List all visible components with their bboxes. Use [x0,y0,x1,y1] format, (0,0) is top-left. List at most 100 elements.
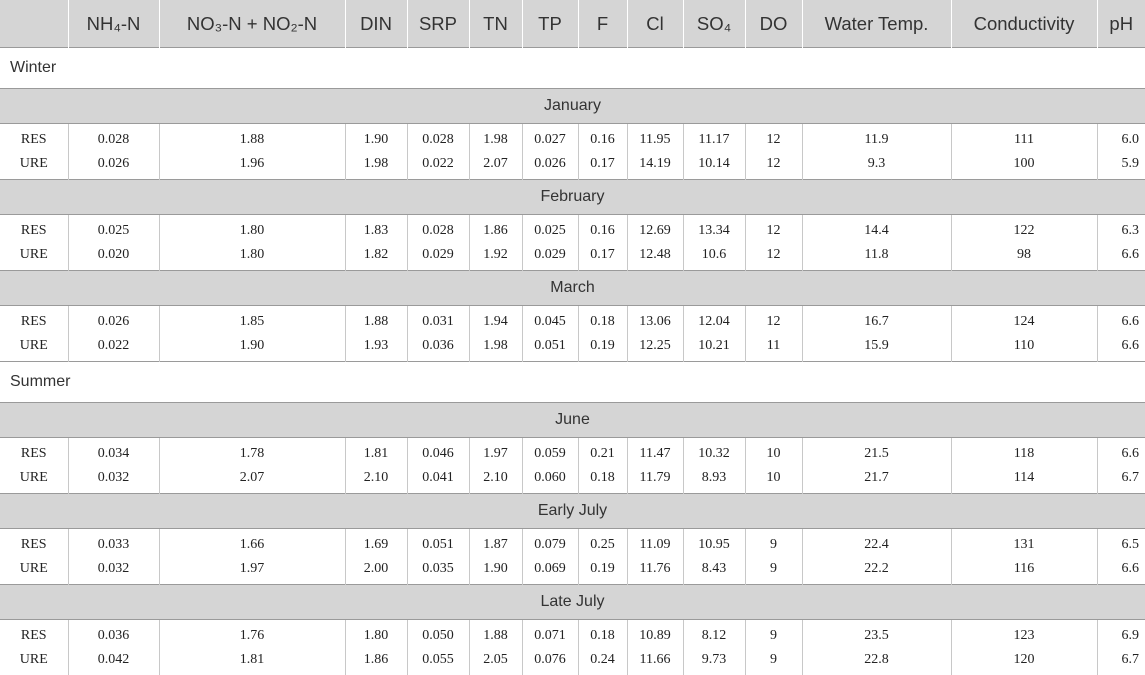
f-cell: 0.17 [578,152,627,180]
srp-cell: 0.041 [407,466,469,494]
din-cell: 1.86 [345,648,407,675]
srp-cell: 0.051 [407,529,469,558]
f-cell: 0.24 [578,648,627,675]
do-cell: 12 [745,124,802,153]
no3-no2-n-cell: 1.96 [159,152,345,180]
ph-header: pH [1097,0,1145,48]
cl-cell: 13.06 [627,306,683,335]
ph-cell: 6.6 [1097,334,1145,362]
tp-cell: 0.026 [522,152,578,180]
do-cell: 11 [745,334,802,362]
month-label: March [0,271,1145,306]
din-cell: 1.88 [345,306,407,335]
water-temp-cell: 15.9 [802,334,951,362]
cl-header: Cl [627,0,683,48]
nh4-n-cell: 0.033 [68,529,159,558]
tp-cell: 0.079 [522,529,578,558]
no3-no2-n-cell: 1.78 [159,438,345,467]
tp-header: TP [522,0,578,48]
season-row: Winter [0,48,1145,89]
site-cell: URE [0,648,68,675]
water-temp-cell: 21.5 [802,438,951,467]
f-cell: 0.18 [578,306,627,335]
conductivity-cell: 111 [951,124,1097,153]
so4-header: SO₄ [683,0,745,48]
srp-cell: 0.029 [407,243,469,271]
ph-cell: 6.0 [1097,124,1145,153]
srp-header: SRP [407,0,469,48]
tn-cell: 2.05 [469,648,522,675]
tp-cell: 0.025 [522,215,578,244]
site-cell: RES [0,306,68,335]
nh4-n-cell: 0.028 [68,124,159,153]
water-temp-cell: 22.2 [802,557,951,585]
nh4-n-cell: 0.026 [68,306,159,335]
srp-cell: 0.035 [407,557,469,585]
so4-cell: 10.21 [683,334,745,362]
do-cell: 12 [745,243,802,271]
tn-cell: 1.88 [469,620,522,649]
do-header: DO [745,0,802,48]
nh4-n-cell: 0.020 [68,243,159,271]
f-cell: 0.18 [578,466,627,494]
nh4-n-cell: 0.032 [68,557,159,585]
conductivity-header: Conductivity [951,0,1097,48]
conductivity-cell: 100 [951,152,1097,180]
season-label: Summer [0,362,1145,403]
f-cell: 0.16 [578,124,627,153]
ph-cell: 6.7 [1097,466,1145,494]
month-label: Early July [0,494,1145,529]
do-cell: 12 [745,306,802,335]
month-label: January [0,89,1145,124]
ph-cell: 6.6 [1097,557,1145,585]
tn-cell: 2.07 [469,152,522,180]
ph-cell: 6.3 [1097,215,1145,244]
conductivity-cell: 122 [951,215,1097,244]
so4-cell: 8.93 [683,466,745,494]
so4-cell: 10.6 [683,243,745,271]
conductivity-cell: 123 [951,620,1097,649]
season-row: Summer [0,362,1145,403]
do-cell: 9 [745,529,802,558]
tn-cell: 1.98 [469,124,522,153]
no3-no2-n-cell: 1.66 [159,529,345,558]
din-cell: 1.90 [345,124,407,153]
do-cell: 10 [745,466,802,494]
din-cell: 1.69 [345,529,407,558]
nh4-n-cell: 0.042 [68,648,159,675]
do-cell: 9 [745,620,802,649]
srp-cell: 0.055 [407,648,469,675]
season-label: Winter [0,48,1145,89]
cl-cell: 11.95 [627,124,683,153]
tp-cell: 0.051 [522,334,578,362]
din-cell: 1.98 [345,152,407,180]
f-cell: 0.18 [578,620,627,649]
site-cell: URE [0,466,68,494]
month-row: January [0,89,1145,124]
water-temp-cell: 11.9 [802,124,951,153]
tp-cell: 0.069 [522,557,578,585]
f-cell: 0.17 [578,243,627,271]
water-temp-cell: 22.4 [802,529,951,558]
no3-no2-n-cell: 1.97 [159,557,345,585]
so4-cell: 10.14 [683,152,745,180]
tn-cell: 1.92 [469,243,522,271]
conductivity-cell: 110 [951,334,1097,362]
so4-cell: 10.95 [683,529,745,558]
tp-cell: 0.059 [522,438,578,467]
tn-cell: 1.86 [469,215,522,244]
site-cell: URE [0,152,68,180]
cl-cell: 11.09 [627,529,683,558]
ph-cell: 6.6 [1097,306,1145,335]
so4-cell: 8.43 [683,557,745,585]
ph-cell: 6.7 [1097,648,1145,675]
ph-cell: 6.6 [1097,438,1145,467]
site-cell: RES [0,620,68,649]
